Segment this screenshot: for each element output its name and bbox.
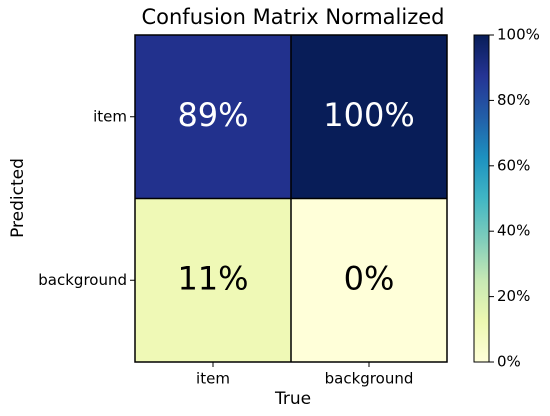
y-tick-label: item <box>93 107 127 125</box>
colorbar-tick-label: 40% <box>497 222 530 240</box>
colorbar-tick-label: 20% <box>497 287 530 305</box>
plot-frame <box>134 34 448 363</box>
x-tick-label: item <box>196 370 230 388</box>
colorbar-tick-label: 0% <box>497 353 521 371</box>
cell-label: 0% <box>344 259 395 297</box>
heatmap-cell <box>135 35 291 199</box>
x-tick-label: background <box>325 370 414 388</box>
colorbar-tick-label: 60% <box>497 156 530 174</box>
x-axis-label: True <box>274 389 311 409</box>
heatmap-cell <box>135 198 291 362</box>
colorbar <box>473 34 490 363</box>
heatmap-cell <box>291 35 447 199</box>
heatmap-cell <box>291 198 447 362</box>
colorbar-tick-label: 100% <box>497 26 540 44</box>
y-axis-label: Predicted <box>8 158 28 238</box>
cell-label: 100% <box>323 96 414 134</box>
colorbar-tick-label: 80% <box>497 91 530 109</box>
cell-label: 89% <box>177 96 248 134</box>
cell-label: 11% <box>177 259 248 297</box>
chart-title: Confusion Matrix Normalized <box>141 5 444 29</box>
y-tick-label: background <box>38 271 127 289</box>
